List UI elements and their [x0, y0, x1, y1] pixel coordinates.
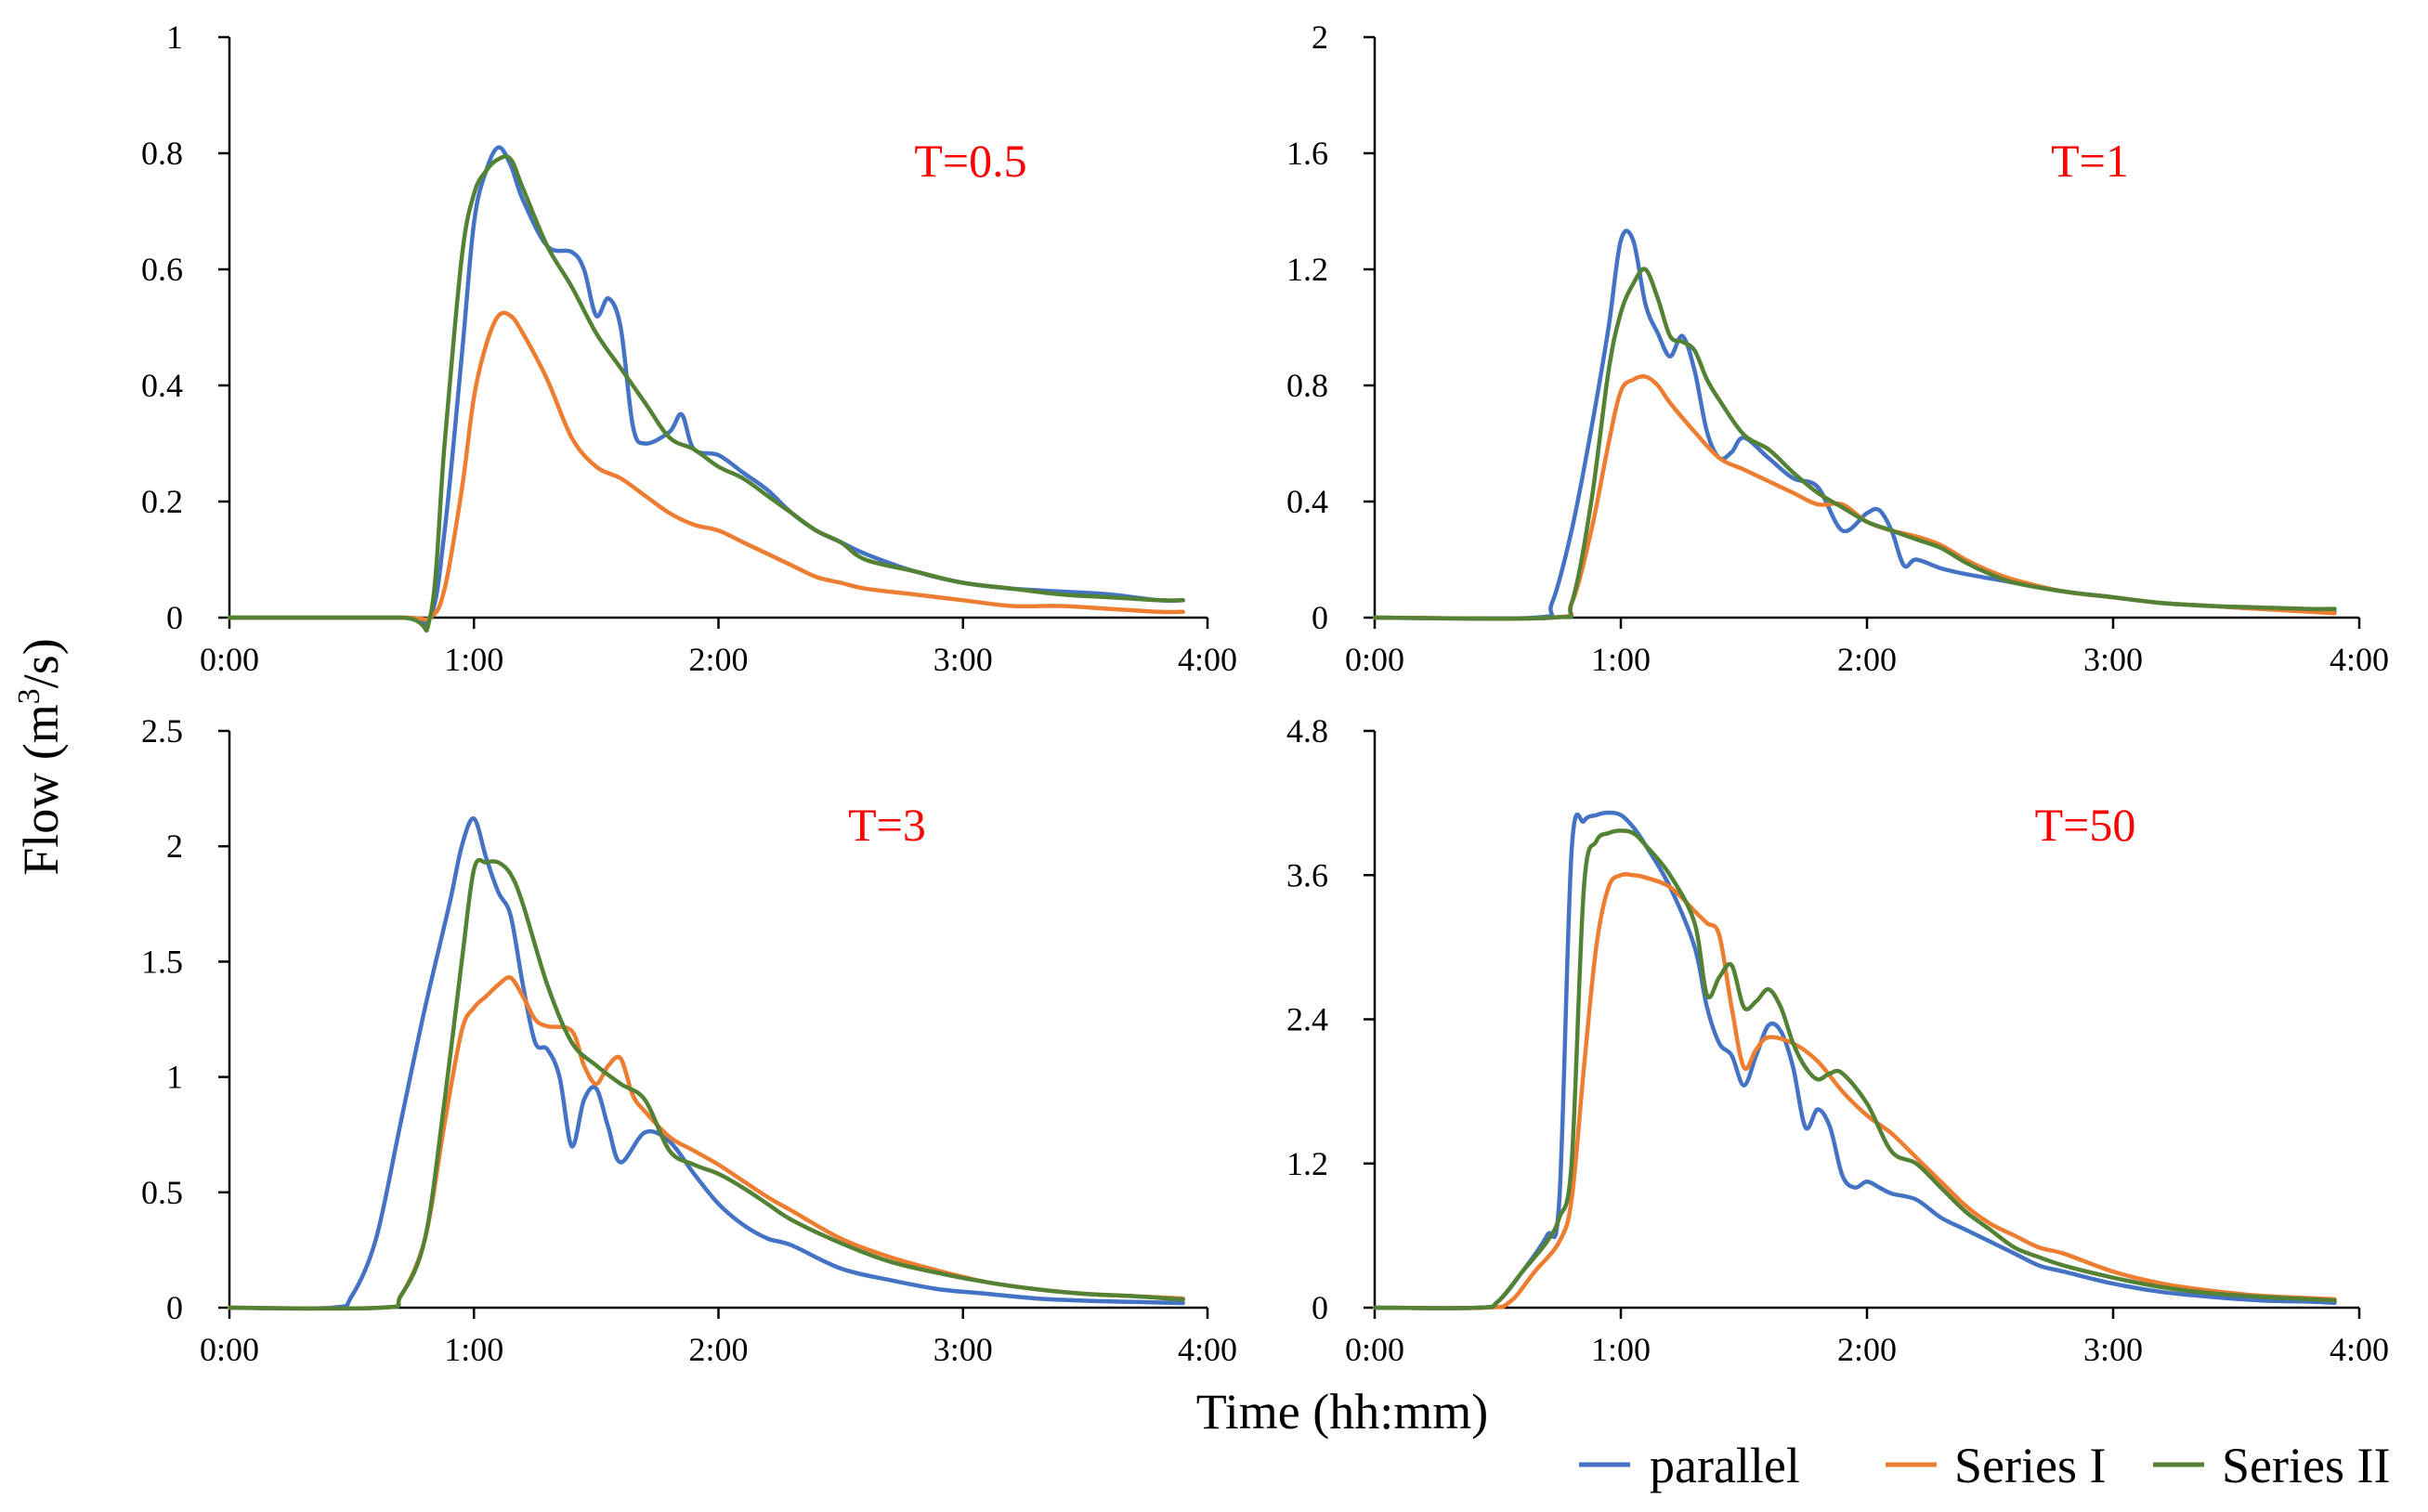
series-line-parallel [227, 145, 1185, 627]
x-tick-label: 3:00 [933, 1331, 993, 1368]
legend: parallel Series I Series II [1579, 1438, 2390, 1493]
y-tick-label: 0.4 [141, 367, 183, 404]
x-tick-label: 4:00 [2330, 641, 2389, 678]
y-tick-label: 1.6 [1286, 135, 1328, 172]
series-line-series-ii [227, 154, 1185, 633]
legend-item-series-i: Series I [1886, 1438, 2106, 1493]
y-tick-label: 0.6 [141, 251, 183, 288]
y-tick-label: 1.5 [141, 943, 183, 980]
x-axis-title: Time (hh:mm) [1196, 1384, 1489, 1440]
x-tick-label: 0:00 [200, 641, 259, 678]
panel-4: 0 1.2 2.4 3.6 4.8 0:00 1:00 2:00 3:00 4:00 T=50 [1286, 712, 2389, 1368]
legend-item-parallel: parallel [1579, 1438, 1800, 1493]
x-tick-label: 2:00 [1837, 641, 1897, 678]
x-tick-label: 2:00 [688, 1331, 748, 1368]
x-tick-label: 1:00 [444, 1331, 503, 1368]
x-tick-label: 3:00 [2083, 641, 2143, 678]
legend-label-series-i: Series I [1954, 1438, 2106, 1493]
y-tick-label: 0.2 [141, 483, 183, 520]
legend-item-series-ii: Series II [2153, 1438, 2390, 1493]
y-tick-label: 0.4 [1286, 483, 1328, 520]
y-tick-label: 0 [166, 1289, 183, 1326]
series-line-parallel [1372, 228, 2337, 621]
x-tick-label: 0:00 [1345, 641, 1404, 678]
y-tick-label: 0 [1312, 1289, 1328, 1326]
y-tick-label: 0 [166, 599, 183, 636]
panel-2: 0 0.4 0.8 1.2 1.6 2 0:00 1:00 2:00 3:00 4:00 T=1 [1286, 19, 2389, 678]
x-tick-label: 4:00 [2330, 1331, 2389, 1368]
x-tick-label: 3:00 [933, 641, 993, 678]
y-tick-label: 3.6 [1286, 856, 1328, 893]
series-line-series-i [227, 310, 1185, 622]
series-line-series-i [1372, 871, 2337, 1310]
panel-label: T=0.5 [914, 135, 1026, 187]
x-tick-label: 1:00 [444, 641, 503, 678]
x-tick-label: 1:00 [1591, 1331, 1651, 1368]
x-tick-label: 2:00 [688, 641, 748, 678]
series-line-series-i [1372, 374, 2337, 621]
y-tick-label: 0.8 [141, 135, 183, 172]
panel-label: T=50 [2035, 799, 2136, 851]
x-tick-label: 0:00 [200, 1331, 259, 1368]
y-axis-title-main: Flow (m [13, 704, 69, 876]
y-tick-label: 0.5 [141, 1174, 183, 1211]
panel-label: T=3 [848, 799, 926, 851]
panels: 00.20.40.60.810:00 1:00 2:00 3:00 4:00T=0.50… [141, 19, 2389, 1368]
series-line-parallel [227, 816, 1185, 1311]
x-tick-label: 4:00 [1178, 1331, 1237, 1368]
series-line-series-ii [227, 857, 1185, 1311]
y-tick-label: 1 [166, 19, 183, 56]
x-tick-label: 3:00 [2083, 1331, 2143, 1368]
panel-label: T=1 [2051, 135, 2129, 187]
x-tick-label: 4:00 [1178, 641, 1237, 678]
series-line-series-i [227, 975, 1185, 1311]
x-tick-label: 1:00 [1591, 641, 1651, 678]
y-tick-label: 1.2 [1286, 1145, 1328, 1182]
y-axis-title: Flow (m3/s) [12, 638, 69, 876]
y-axis-title-sup: 3 [12, 688, 46, 704]
x-tick-label: 2:00 [1837, 1331, 1897, 1368]
y-tick-label: 0 [1312, 599, 1328, 636]
y-tick-label: 2.4 [1286, 1001, 1328, 1038]
series-line-series-ii [1372, 267, 2337, 621]
series-line-series-ii [1372, 828, 2337, 1310]
series-line-parallel [1372, 810, 2337, 1310]
legend-label-series-ii: Series II [2222, 1438, 2390, 1493]
panel-1: 0 0.2 0.4 0.6 0.8 1 0:00 1:00 2:00 3:00 4:00 T=0.5 [141, 19, 1237, 678]
panel-3: 0 0.5 1 1.5 2 2.5 0:00 1:00 2:00 3:00 4:00 T=3 [141, 712, 1237, 1368]
y-tick-label: 0.8 [1286, 367, 1328, 404]
y-tick-label: 1 [166, 1059, 183, 1096]
legend-label-parallel: parallel [1650, 1438, 1800, 1493]
y-tick-label: 2 [1312, 19, 1328, 56]
y-tick-label: 2 [166, 828, 183, 865]
x-tick-label: 0:00 [1345, 1331, 1404, 1368]
y-tick-label: 2.5 [141, 712, 183, 749]
y-tick-label: 1.2 [1286, 251, 1328, 288]
y-axis-title-tail: /s) [13, 638, 69, 688]
y-tick-label: 4.8 [1286, 712, 1328, 749]
